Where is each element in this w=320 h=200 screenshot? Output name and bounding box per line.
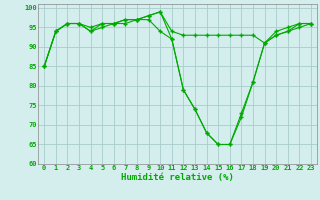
X-axis label: Humidité relative (%): Humidité relative (%)	[121, 173, 234, 182]
